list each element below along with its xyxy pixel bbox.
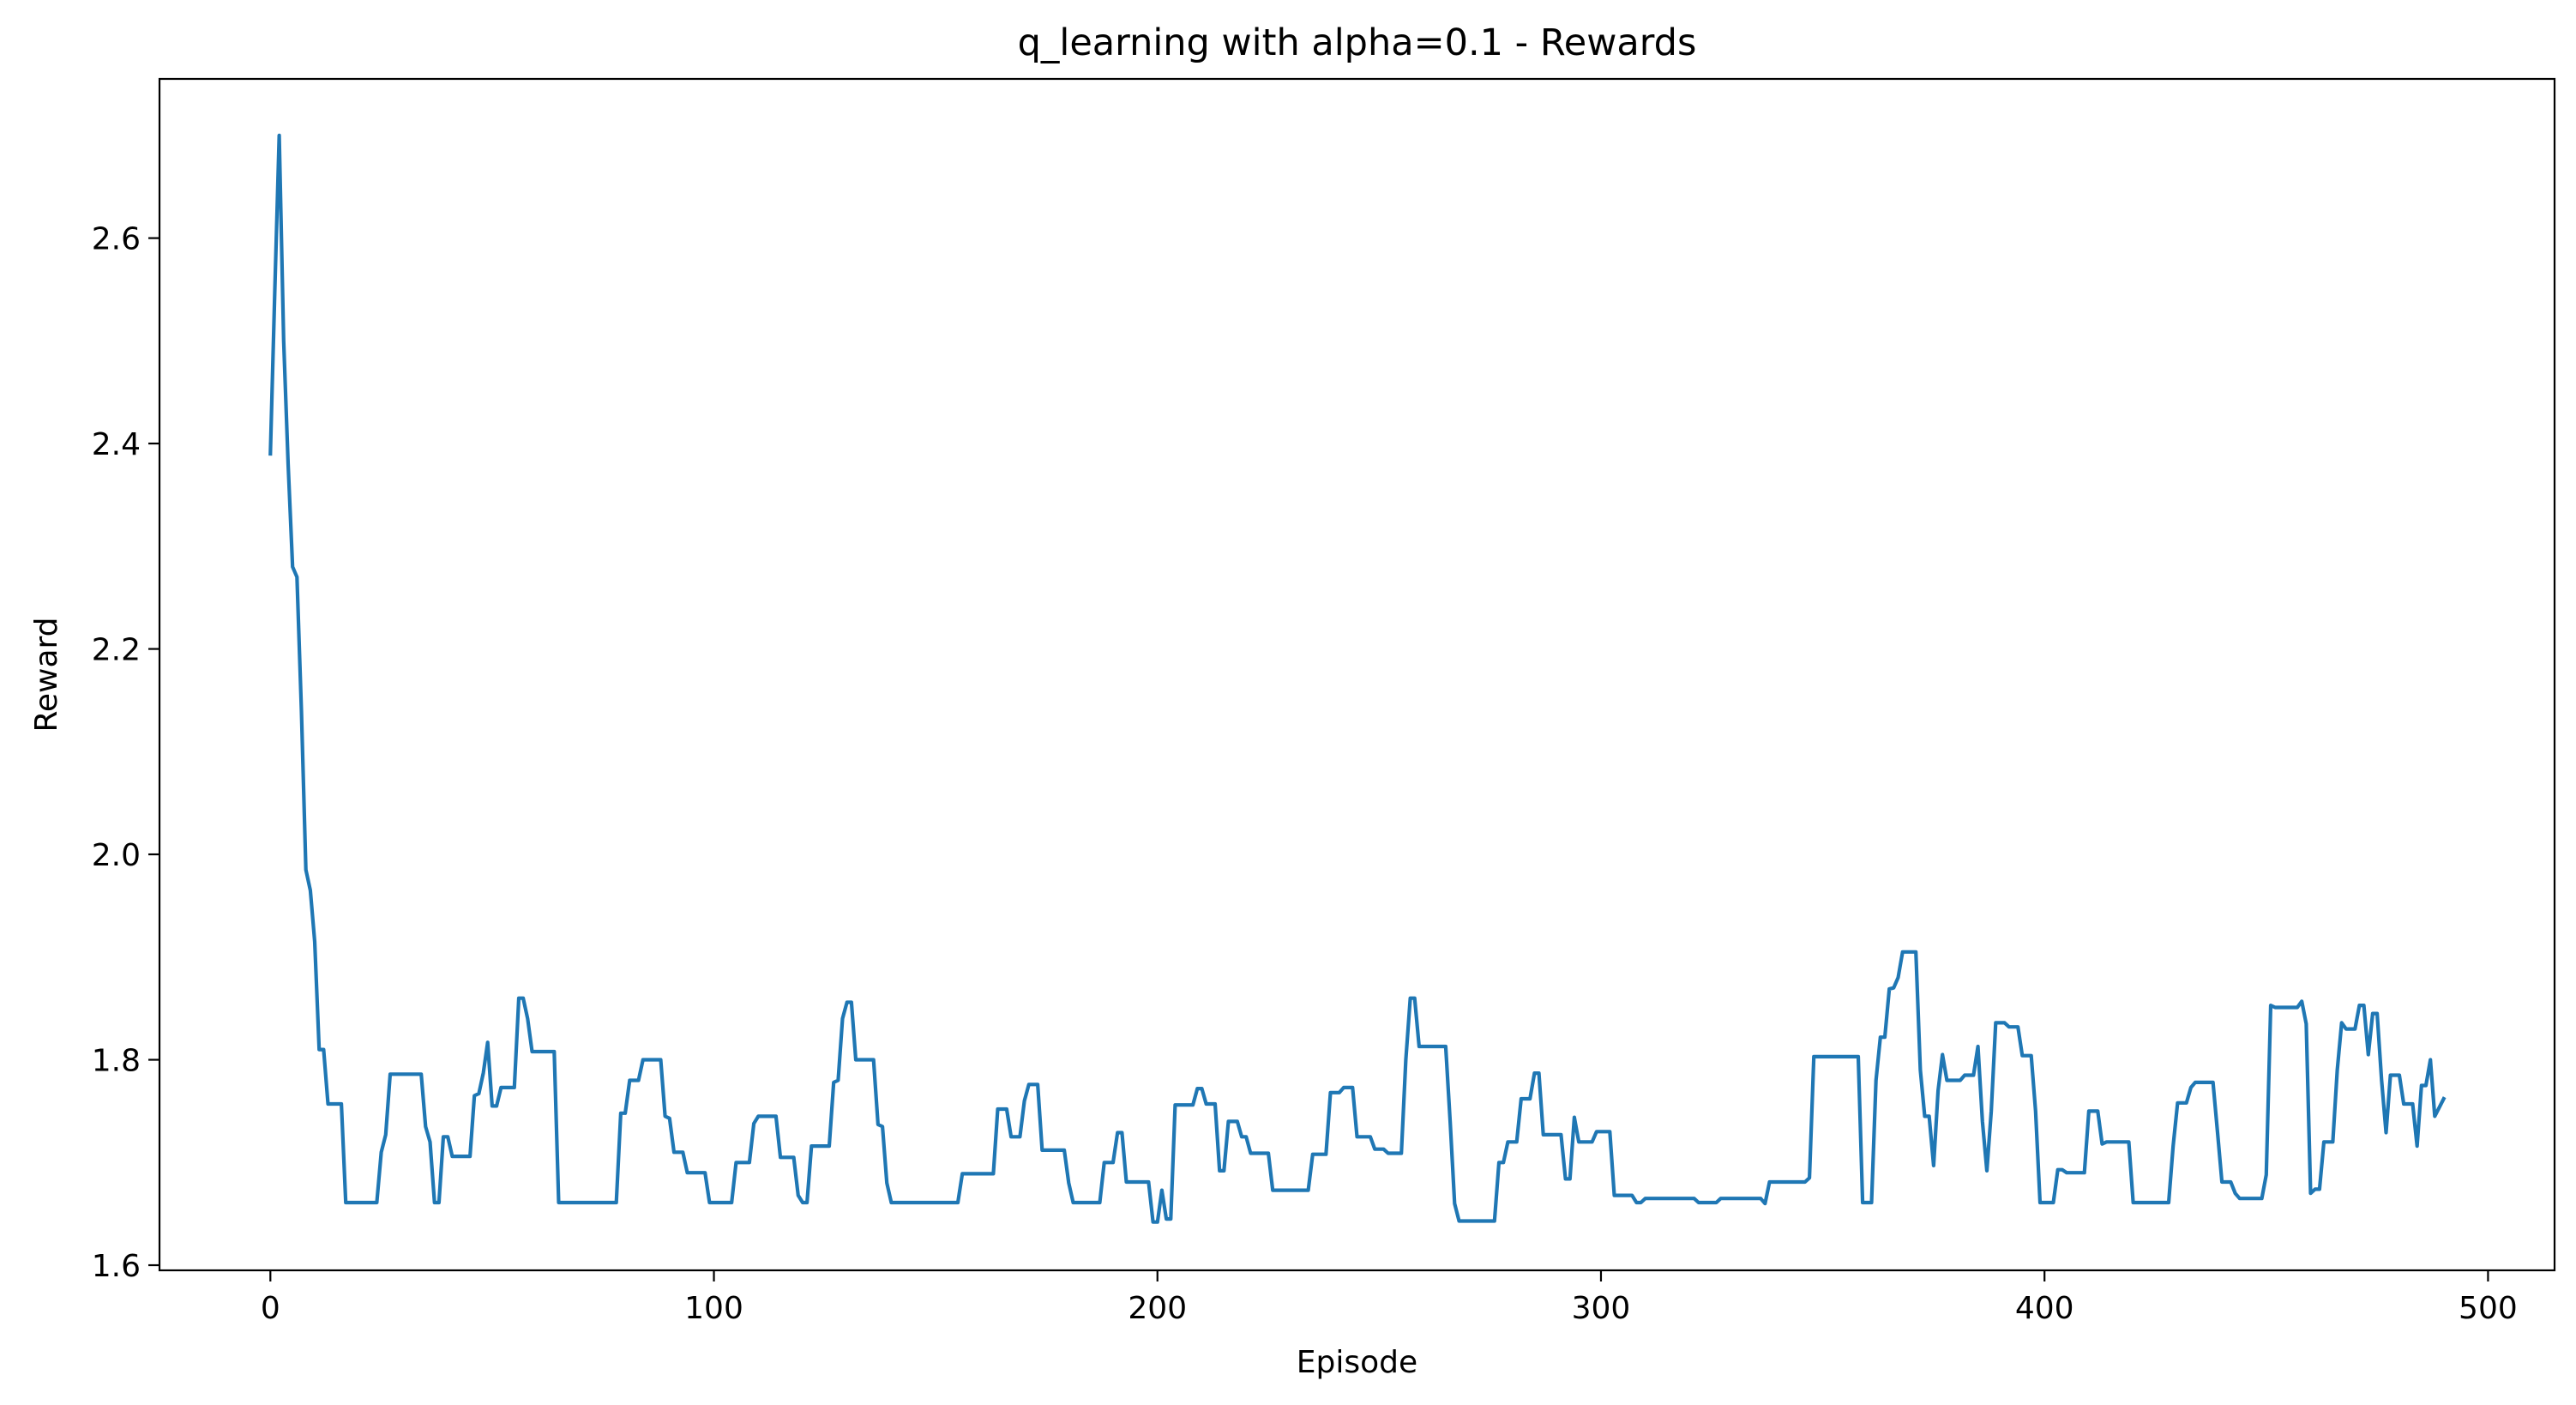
y-tick-label: 1.8	[92, 1044, 141, 1079]
y-axis-label: Reward	[29, 617, 64, 732]
y-tick-label: 2.2	[92, 633, 141, 668]
y-tick-label: 2.0	[92, 838, 141, 873]
axes-frame	[158, 77, 2556, 1272]
y-tick-label: 2.4	[92, 427, 141, 462]
y-axis: 1.6 1.8 2.0 2.2 2.4 2.6	[92, 222, 159, 1284]
x-tick-label: 400	[2015, 1291, 2074, 1326]
chart-title: q_learning with alpha=0.1 - Rewards	[1018, 21, 1697, 64]
x-tick-label: 500	[2459, 1291, 2518, 1326]
x-tick-label: 0	[261, 1291, 280, 1326]
x-tick-label: 200	[1128, 1291, 1187, 1326]
plot-area	[268, 133, 2447, 1224]
y-tick-label: 2.6	[92, 222, 141, 257]
x-tick-label: 300	[1572, 1291, 1631, 1326]
x-tick-label: 100	[684, 1291, 743, 1326]
x-axis: 0 100 200 300 400 500	[261, 1270, 2518, 1326]
x-axis-label: Episode	[1297, 1345, 1417, 1380]
y-tick-label: 1.6	[92, 1249, 141, 1284]
series-line	[268, 133, 2447, 1224]
